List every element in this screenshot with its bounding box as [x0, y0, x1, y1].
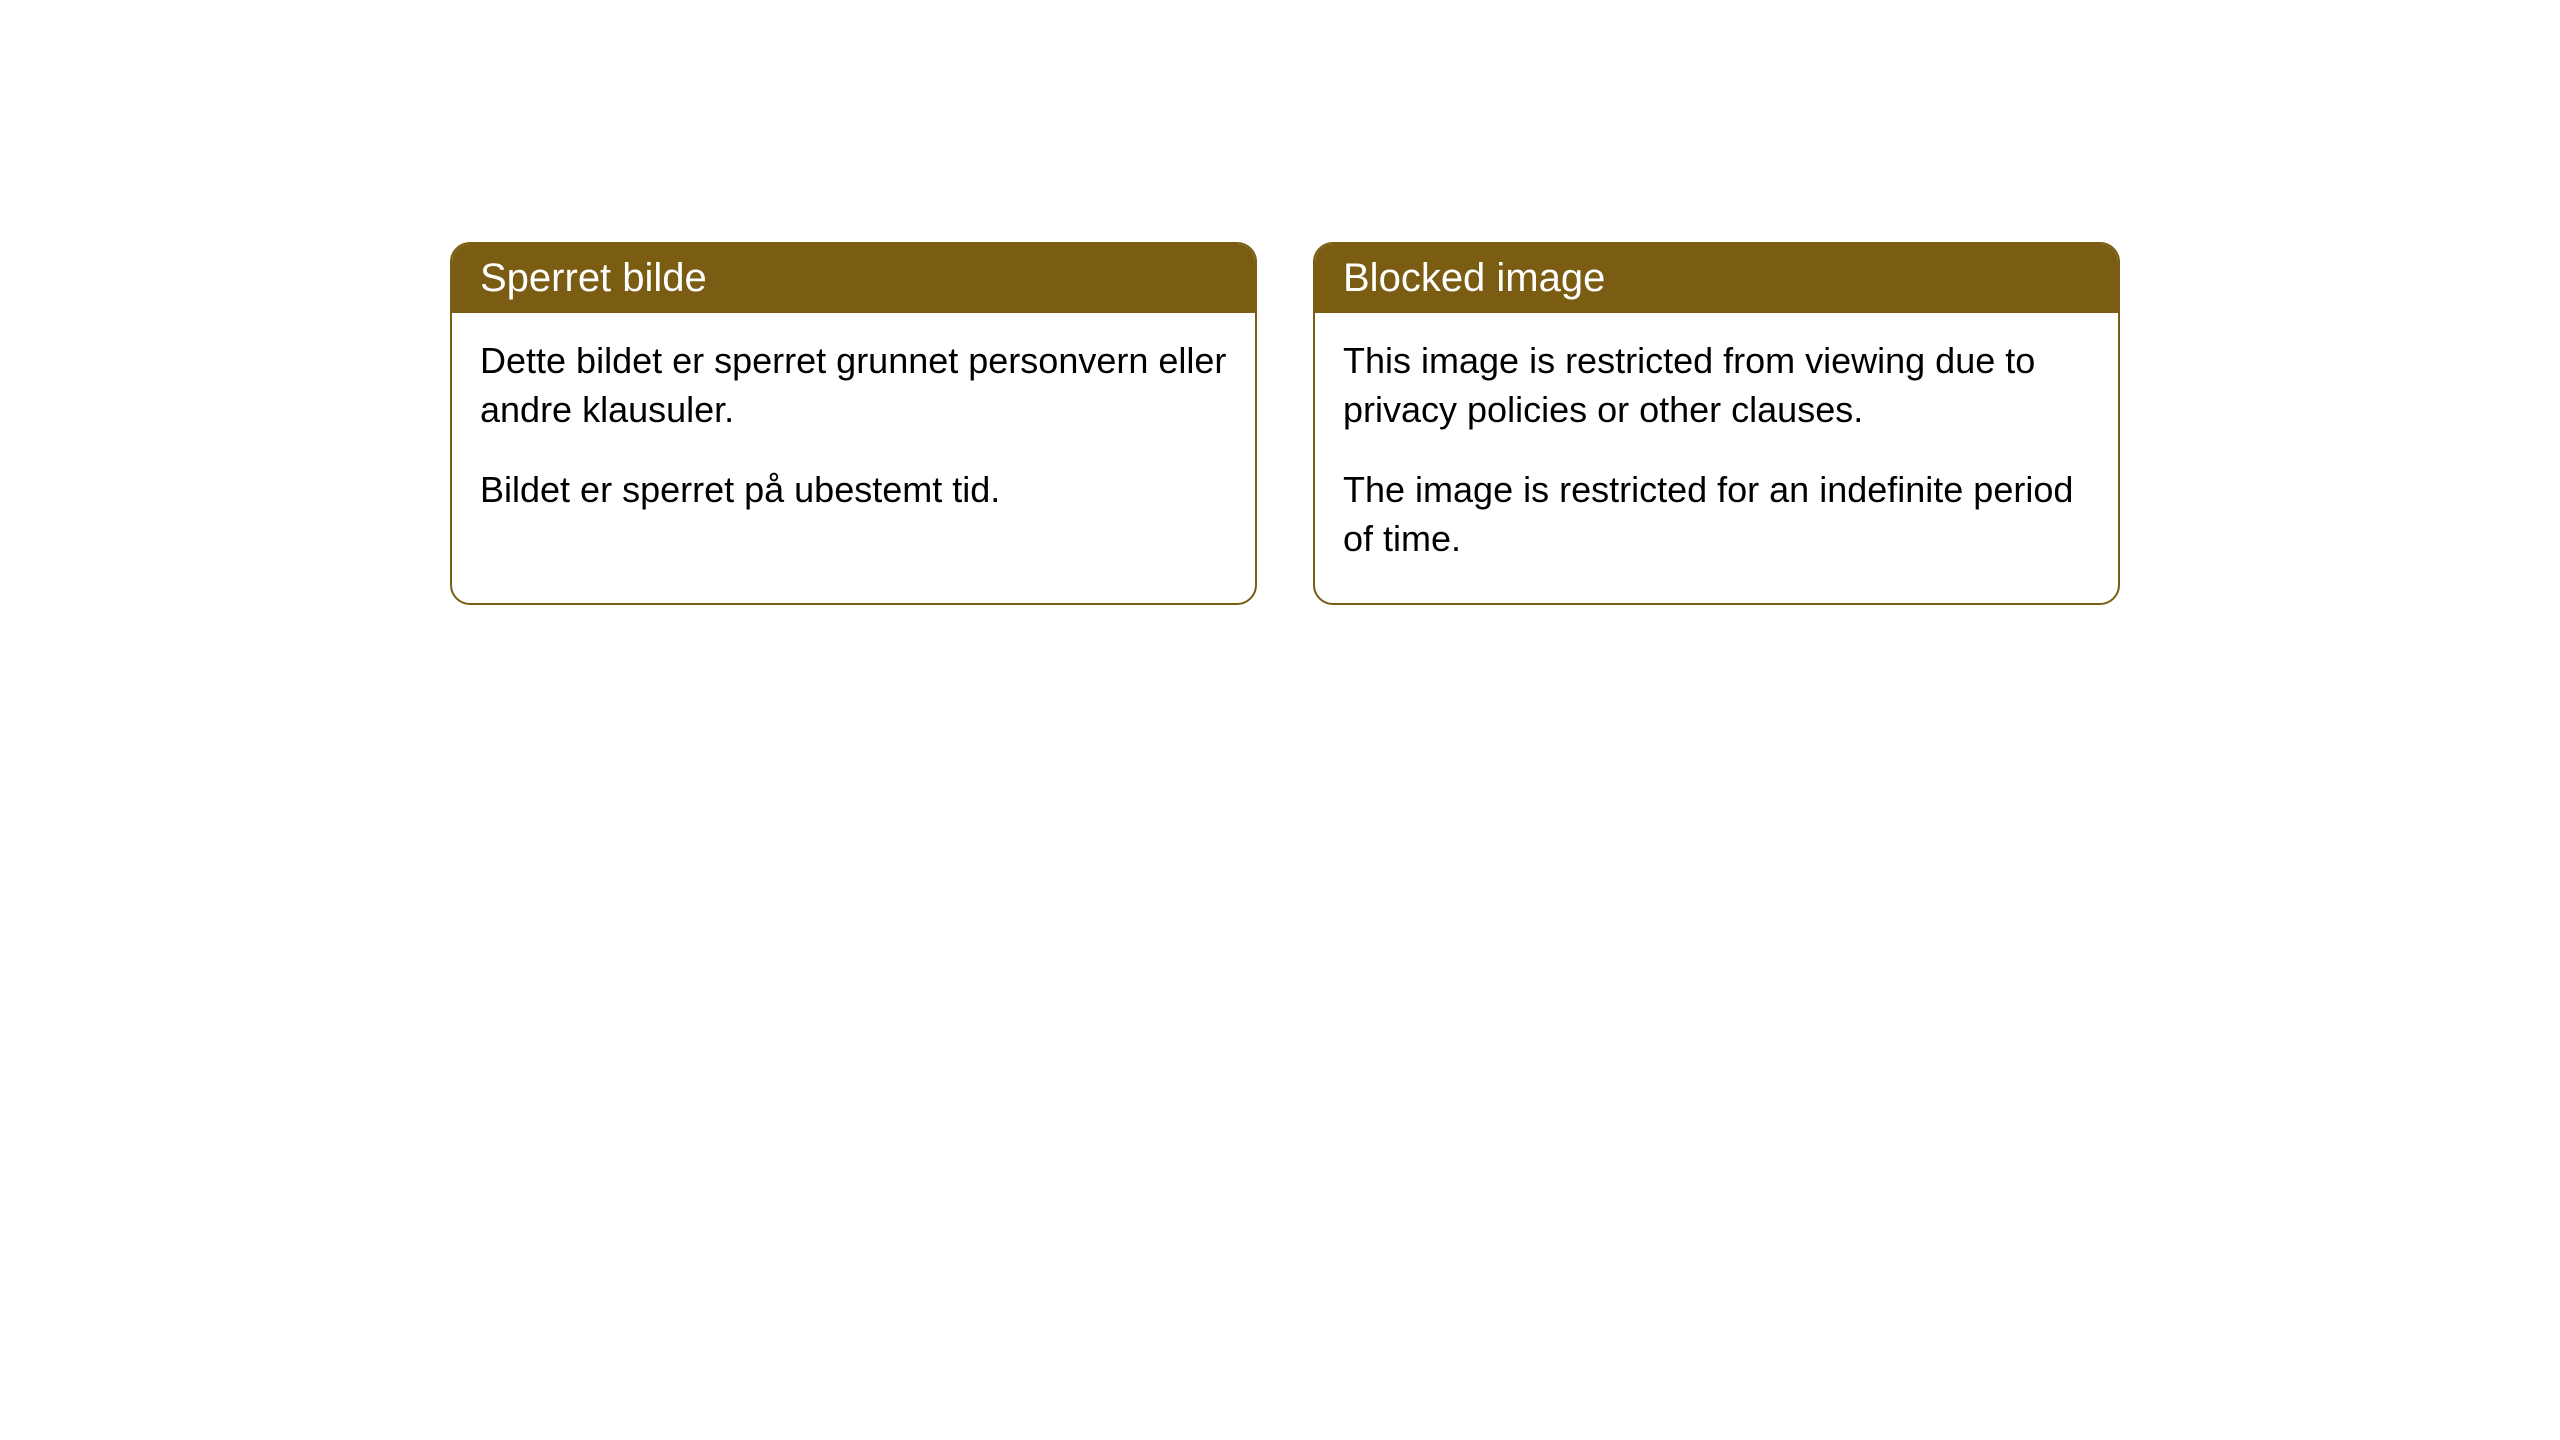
- card-text-no-1: Dette bildet er sperret grunnet personve…: [480, 337, 1227, 434]
- card-title-en: Blocked image: [1343, 256, 1605, 300]
- notice-cards-container: Sperret bilde Dette bildet er sperret gr…: [450, 242, 2120, 605]
- card-title-no: Sperret bilde: [480, 256, 707, 300]
- card-header-no: Sperret bilde: [452, 244, 1255, 313]
- card-body-en: This image is restricted from viewing du…: [1315, 313, 2118, 603]
- blocked-image-card-en: Blocked image This image is restricted f…: [1313, 242, 2120, 605]
- card-header-en: Blocked image: [1315, 244, 2118, 313]
- card-body-no: Dette bildet er sperret grunnet personve…: [452, 313, 1255, 555]
- blocked-image-card-no: Sperret bilde Dette bildet er sperret gr…: [450, 242, 1257, 605]
- card-text-no-2: Bildet er sperret på ubestemt tid.: [480, 466, 1227, 515]
- card-text-en-2: The image is restricted for an indefinit…: [1343, 466, 2090, 563]
- card-text-en-1: This image is restricted from viewing du…: [1343, 337, 2090, 434]
